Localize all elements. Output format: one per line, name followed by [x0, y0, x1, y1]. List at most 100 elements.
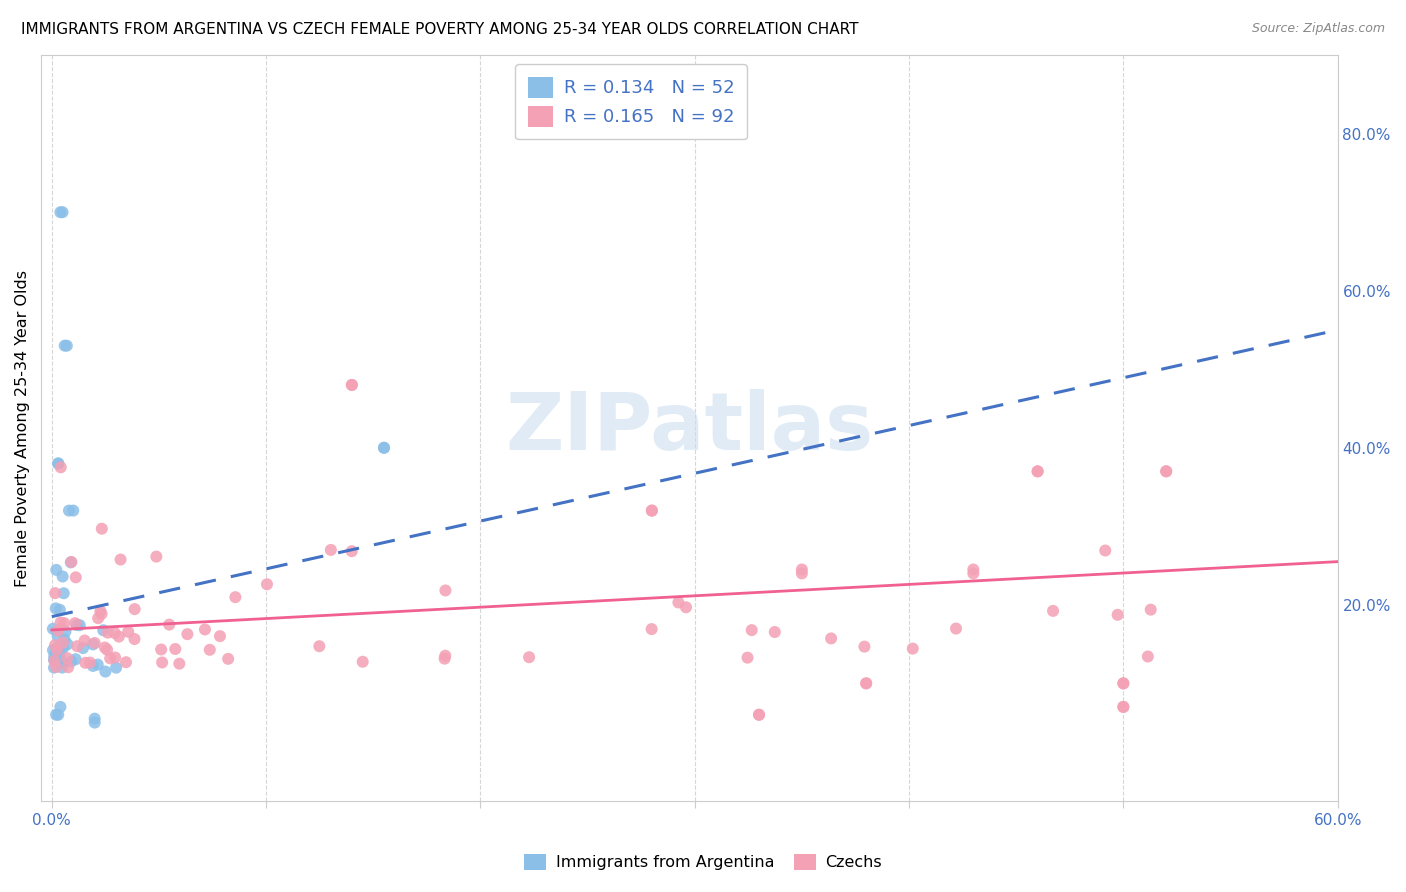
Point	[198, 642, 221, 657]
Legend: Immigrants from Argentina, Czechs: Immigrants from Argentina, Czechs	[517, 847, 889, 877]
Point	[51, 660, 73, 674]
Point	[1042, 604, 1064, 618]
Point	[79, 656, 101, 670]
Point	[44, 654, 66, 668]
Point	[69, 618, 91, 632]
Point	[373, 441, 395, 455]
Point	[52, 657, 75, 671]
Point	[1112, 699, 1135, 714]
Point	[790, 562, 813, 576]
Y-axis label: Female Poverty Among 25-34 Year Olds: Female Poverty Among 25-34 Year Olds	[15, 269, 30, 587]
Point	[675, 600, 697, 615]
Point	[145, 549, 167, 564]
Point	[104, 626, 127, 640]
Point	[748, 707, 770, 722]
Point	[89, 604, 111, 618]
Point	[46, 707, 69, 722]
Point	[53, 632, 76, 647]
Point	[98, 651, 121, 665]
Point	[150, 656, 173, 670]
Point	[1026, 464, 1049, 478]
Point	[157, 617, 180, 632]
Point	[1107, 607, 1129, 622]
Point	[65, 570, 87, 584]
Point	[46, 457, 69, 471]
Point	[86, 657, 108, 672]
Point	[44, 638, 66, 652]
Point	[434, 583, 457, 598]
Point	[46, 629, 69, 643]
Point	[790, 566, 813, 581]
Point	[56, 339, 79, 353]
Point	[56, 651, 79, 665]
Point	[42, 622, 65, 636]
Point	[352, 655, 374, 669]
Point	[194, 623, 217, 637]
Point	[176, 627, 198, 641]
Point	[373, 441, 395, 455]
Point	[104, 650, 127, 665]
Point	[49, 460, 72, 475]
Point	[319, 542, 342, 557]
Point	[82, 637, 104, 651]
Point	[83, 715, 105, 730]
Point	[51, 205, 73, 219]
Point	[52, 635, 75, 649]
Point	[45, 653, 67, 667]
Text: IMMIGRANTS FROM ARGENTINA VS CZECH FEMALE POVERTY AMONG 25-34 YEAR OLDS CORRELAT: IMMIGRANTS FROM ARGENTINA VS CZECH FEMAL…	[21, 22, 859, 37]
Point	[641, 503, 664, 517]
Point	[55, 624, 77, 639]
Point	[97, 625, 120, 640]
Point	[83, 712, 105, 726]
Point	[42, 643, 65, 657]
Point	[855, 676, 877, 690]
Point	[945, 622, 967, 636]
Point	[433, 651, 456, 665]
Point	[641, 503, 664, 517]
Point	[65, 652, 87, 666]
Point	[256, 577, 278, 591]
Point	[46, 640, 69, 654]
Point	[60, 555, 83, 569]
Point	[49, 699, 72, 714]
Point	[46, 624, 69, 638]
Point	[1154, 464, 1177, 478]
Point	[340, 378, 363, 392]
Point	[63, 616, 86, 631]
Point	[434, 648, 457, 663]
Point	[46, 644, 69, 658]
Point	[53, 616, 76, 631]
Point	[49, 643, 72, 657]
Point	[73, 633, 96, 648]
Point	[1112, 699, 1135, 714]
Point	[853, 640, 876, 654]
Point	[45, 707, 67, 722]
Point	[72, 641, 94, 656]
Point	[640, 622, 662, 636]
Point	[668, 595, 690, 609]
Point	[1136, 649, 1159, 664]
Point	[94, 640, 117, 655]
Point	[62, 503, 84, 517]
Point	[58, 503, 80, 517]
Point	[52, 640, 75, 655]
Point	[42, 653, 65, 667]
Point	[87, 611, 110, 625]
Point	[124, 602, 146, 616]
Point	[44, 648, 66, 663]
Point	[208, 629, 231, 643]
Legend: R = 0.134   N = 52, R = 0.165   N = 92: R = 0.134 N = 52, R = 0.165 N = 92	[515, 64, 747, 139]
Point	[56, 660, 79, 674]
Point	[82, 659, 104, 673]
Point	[52, 586, 75, 600]
Point	[59, 555, 82, 569]
Point	[169, 657, 191, 671]
Point	[44, 586, 66, 600]
Point	[66, 618, 89, 632]
Point	[340, 544, 363, 558]
Point	[165, 642, 187, 657]
Point	[46, 643, 69, 657]
Point	[117, 624, 139, 639]
Point	[49, 205, 72, 219]
Point	[49, 615, 72, 630]
